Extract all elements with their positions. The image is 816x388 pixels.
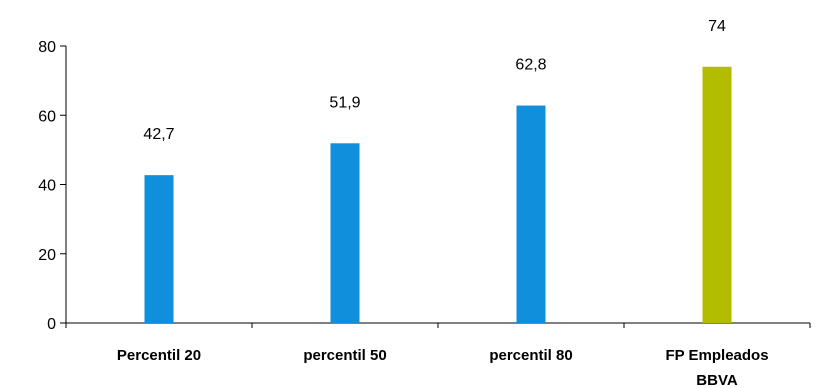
data-label: 62,8	[515, 57, 546, 74]
bar	[702, 66, 732, 324]
category-label: BBVA	[696, 372, 738, 388]
y-tick-label: 40	[38, 178, 56, 195]
bars	[144, 66, 732, 324]
y-tick-label: 0	[47, 316, 56, 333]
bar	[330, 143, 360, 323]
category-label: percentil 50	[303, 347, 386, 364]
labels: 42,7 Percentil 20 51,9 percentil 50 62,8 perc…	[117, 18, 769, 388]
data-label: 42,7	[143, 126, 174, 143]
data-label: 51,9	[329, 94, 360, 111]
data-label: 74	[708, 18, 726, 35]
y-tick-label: 60	[38, 108, 56, 125]
axes: 0 20 40 60 80	[38, 39, 811, 333]
y-tick-label: 20	[38, 247, 56, 264]
category-label: FP Empleados	[665, 347, 768, 364]
y-tick-label: 80	[38, 39, 56, 56]
category-label: Percentil 20	[117, 347, 201, 364]
bar	[144, 175, 174, 323]
category-label: percentil 80	[489, 347, 572, 364]
bar	[516, 105, 546, 324]
